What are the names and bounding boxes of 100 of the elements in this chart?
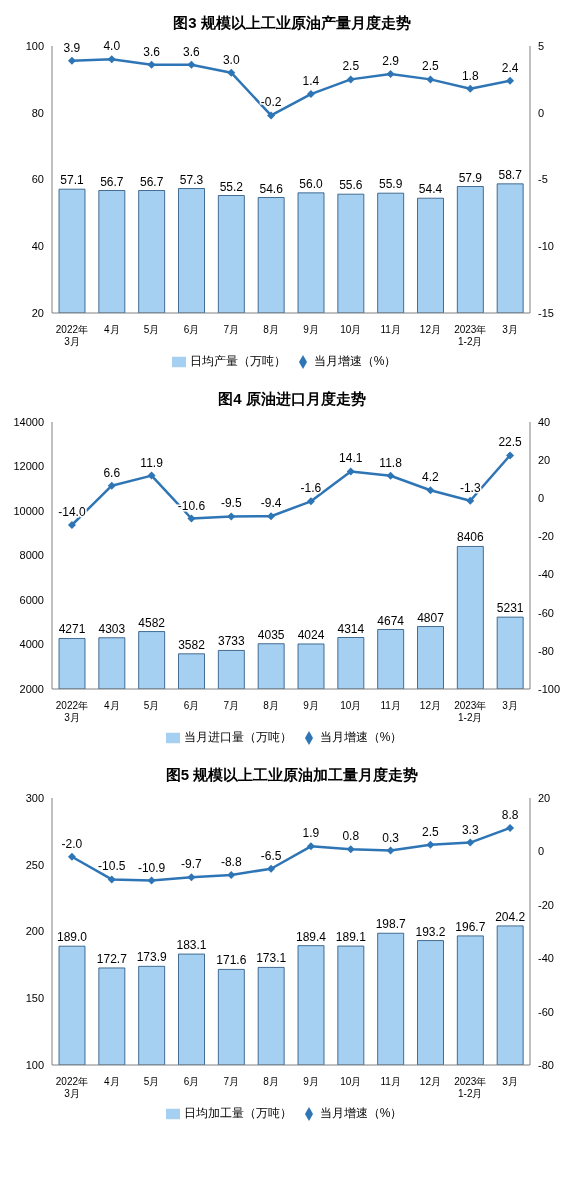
- x-tick-label: 3月: [502, 1076, 518, 1087]
- y-tick-label: 10000: [13, 504, 44, 517]
- data-label: 173.9: [136, 950, 168, 965]
- x-tick-label: 3月: [502, 700, 518, 711]
- data-label: 55.9: [378, 177, 403, 192]
- x-tick-label: 2023年 1-2月: [454, 1076, 487, 1099]
- data-label: 1.8: [461, 68, 479, 83]
- data-label: 22.5: [498, 435, 523, 450]
- x-tick-label: 2022年 3月: [55, 324, 89, 347]
- y2-tick-label: 40: [538, 415, 551, 428]
- data-label: 4.2: [422, 470, 440, 485]
- data-label: 193.2: [415, 924, 446, 939]
- y2-tick-label: 20: [538, 454, 551, 467]
- y2-tick-label: 5: [538, 39, 545, 52]
- y-tick-label: 2000: [19, 682, 44, 695]
- legend-label: 当月增速（%）: [313, 354, 397, 368]
- point: [187, 514, 196, 523]
- data-label: -1.6: [300, 481, 322, 496]
- x-tick-label: 8月: [263, 324, 279, 335]
- chart-title: 图3 规模以上工业原油产量月度走势: [172, 14, 412, 33]
- x-tick-label: 7月: [223, 1076, 240, 1087]
- data-label: 4024: [297, 627, 325, 642]
- y2-tick-label: -20: [538, 898, 554, 911]
- x-tick-label: 5月: [143, 700, 160, 711]
- point: [306, 497, 315, 506]
- data-label: 0.8: [342, 829, 360, 844]
- data-label: 55.2: [219, 179, 244, 194]
- data-label: 56.7: [100, 174, 124, 189]
- x-tick-label: 10月: [340, 1076, 362, 1087]
- data-label: 3.3: [461, 822, 479, 837]
- point: [386, 471, 395, 480]
- y-tick-label: 100: [25, 1058, 44, 1071]
- point: [506, 823, 515, 832]
- data-label: 56.7: [139, 174, 164, 189]
- point: [147, 60, 156, 69]
- data-label: 57.3: [179, 172, 204, 187]
- y2-tick-label: 20: [538, 791, 551, 804]
- data-label: 56.0: [299, 176, 323, 191]
- y2-tick-label: 0: [538, 492, 545, 505]
- y-tick-label: 200: [25, 925, 44, 938]
- y-tick-label: 6000: [19, 593, 44, 606]
- data-label: 3.6: [143, 44, 161, 59]
- point: [466, 496, 475, 505]
- point: [346, 467, 355, 476]
- legend-label: 日均加工量（万吨）: [183, 1106, 292, 1120]
- data-label: 4.0: [103, 39, 121, 54]
- x-tick-label: 6月: [183, 1076, 200, 1087]
- x-tick-label: 10月: [340, 324, 362, 335]
- data-label: -8.8: [220, 854, 242, 869]
- y2-tick-label: -60: [538, 606, 554, 619]
- data-label: 14.1: [339, 451, 363, 466]
- data-label: 8406: [456, 530, 484, 545]
- data-label: 4582: [138, 615, 166, 630]
- x-tick-label: 9月: [303, 324, 319, 335]
- data-label: -10.5: [98, 859, 126, 874]
- point: [267, 111, 276, 120]
- y-tick-label: 300: [25, 791, 44, 804]
- chart-title: 图4 原油进口月度走势: [217, 390, 367, 409]
- data-label: 3.6: [183, 44, 201, 59]
- data-label: 4303: [98, 621, 126, 636]
- data-label: 3.0: [222, 52, 240, 67]
- point: [107, 55, 116, 64]
- point: [67, 56, 76, 65]
- data-label: -0.2: [260, 95, 282, 110]
- data-label: 4807: [417, 610, 445, 625]
- point: [147, 471, 156, 480]
- data-label: 189.4: [295, 929, 327, 944]
- data-label: 204.2: [495, 909, 526, 924]
- data-label: 8.8: [501, 807, 519, 822]
- x-tick-label: 3月: [502, 324, 518, 335]
- y-tick-label: 100: [25, 39, 44, 52]
- y2-tick-label: -80: [538, 644, 554, 657]
- data-label: 0.3: [382, 830, 400, 845]
- data-label: 54.6: [259, 181, 284, 196]
- data-label: 198.7: [375, 917, 407, 932]
- data-label: 6.6: [103, 465, 121, 480]
- data-label: 11.8: [379, 455, 403, 470]
- data-label: -9.4: [260, 496, 282, 511]
- y2-tick-label: -20: [538, 530, 554, 543]
- x-tick-label: 11月: [380, 324, 401, 335]
- x-tick-label: 2023年 1-2月: [454, 700, 487, 723]
- data-label: 196.7: [455, 919, 486, 934]
- data-label: 55.6: [339, 178, 363, 193]
- data-label: 57.1: [60, 173, 84, 188]
- y2-tick-label: -60: [538, 1005, 554, 1018]
- point: [466, 838, 475, 847]
- data-label: 4314: [337, 621, 365, 636]
- data-label: 2.5: [342, 59, 360, 74]
- legend-label: 当月增速（%）: [319, 1106, 403, 1120]
- x-tick-label: 4月: [103, 1076, 120, 1087]
- data-label: 3582: [178, 637, 206, 652]
- x-tick-label: 11月: [380, 700, 401, 711]
- y2-tick-label: -40: [538, 952, 554, 965]
- y-tick-label: 150: [25, 992, 44, 1005]
- chart-title: 图5 规模以上工业原油加工量月度走势: [164, 766, 420, 785]
- x-tick-label: 5月: [143, 1076, 160, 1087]
- y-tick-label: 80: [31, 106, 44, 119]
- x-tick-label: 5月: [143, 324, 160, 335]
- x-tick-label: 6月: [183, 324, 200, 335]
- legend-label: 当月进口量（万吨）: [183, 730, 292, 744]
